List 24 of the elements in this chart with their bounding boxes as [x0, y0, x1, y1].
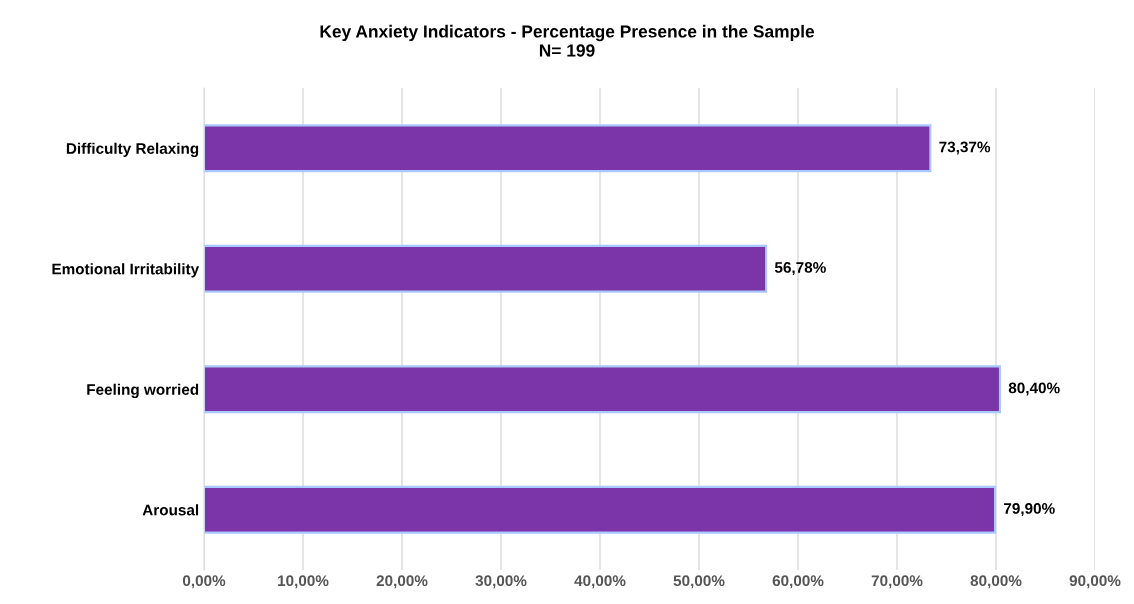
bar	[204, 485, 997, 534]
x-tick-label: 60,00%	[772, 575, 824, 589]
x-tick-label: 50,00%	[673, 575, 725, 589]
y-tick-label: Feeling worried	[87, 383, 199, 399]
y-tick-label: Emotional Irritability	[52, 263, 200, 278]
x-tick-label: 90,00%	[1069, 575, 1121, 589]
x-tick-label: 10,00%	[278, 575, 329, 589]
bar	[204, 244, 768, 293]
chart-subtitle: N= 199	[539, 44, 595, 57]
chart-title: Key Anxiety Indicators - Percentage Presence in the Sample	[320, 24, 815, 42]
x-tick-label: 40,00%	[574, 575, 626, 589]
data-label: 73,37%	[939, 141, 991, 155]
x-tick-label: 30,00%	[475, 575, 527, 589]
bar	[204, 124, 932, 173]
x-tick-label: 80,00%	[970, 575, 1022, 589]
x-tick-label: 70,00%	[871, 575, 923, 589]
x-tick-label: 20,00%	[376, 575, 428, 589]
y-tick-label: Difficulty Relaxing	[66, 142, 199, 158]
data-label: 80,40%	[1008, 382, 1060, 396]
x-tick-label: 0,00%	[182, 575, 226, 589]
data-label: 56,78%	[774, 262, 826, 276]
y-tick-label: Arousal	[142, 504, 199, 516]
data-label: 79,90%	[1004, 503, 1055, 517]
bar	[204, 365, 1001, 414]
